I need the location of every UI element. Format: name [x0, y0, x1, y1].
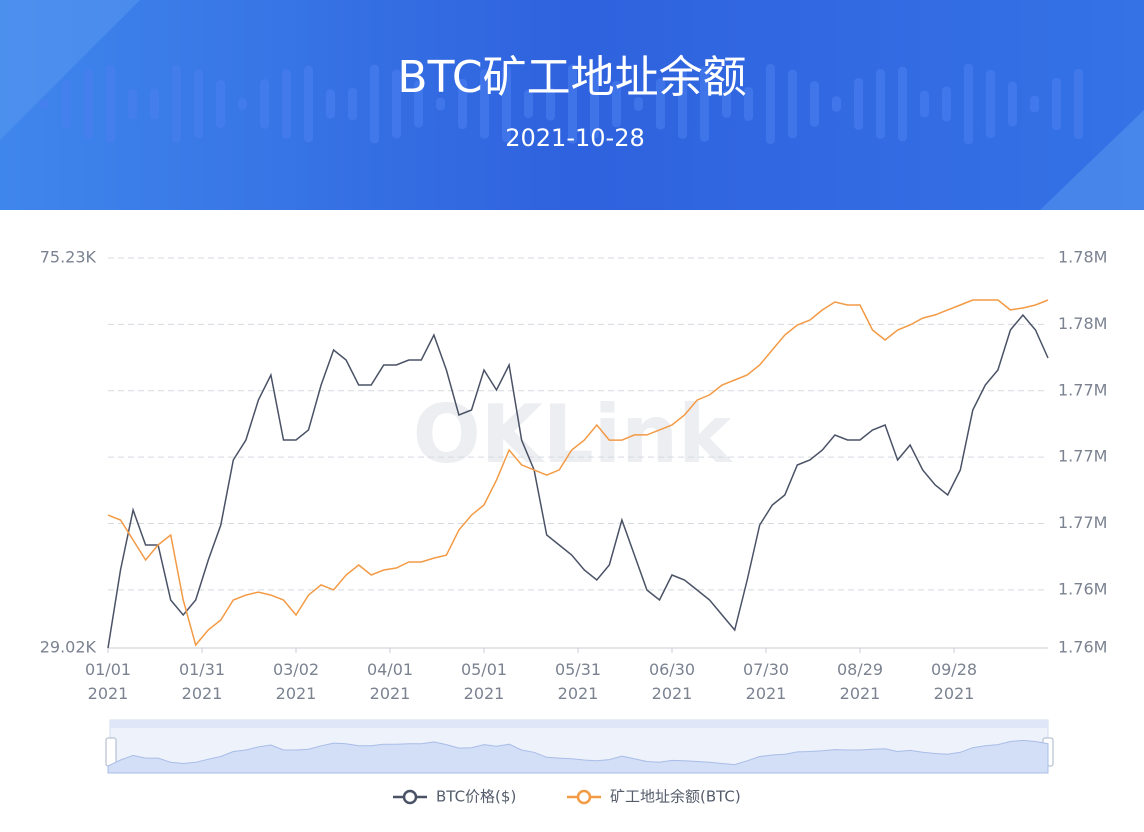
legend-swatch	[402, 789, 418, 805]
zoom-handle[interactable]	[105, 737, 117, 767]
x-tick-label: 05/01 2021	[460, 660, 508, 703]
x-tick-label: 01/31 2021	[178, 660, 226, 703]
x-tick-label: 08/29 2021	[836, 660, 884, 703]
title: BTC矿工地址余额	[397, 52, 746, 103]
x-tick-label: 01/01 2021	[84, 660, 132, 703]
y-tick-label: 75.23K	[40, 248, 97, 267]
y2-tick-label: 1.77M	[1058, 513, 1107, 532]
legend-swatch	[576, 789, 592, 805]
x-tick-label: 05/31 2021	[554, 660, 602, 703]
subtitle: 2021-10-28	[505, 124, 644, 152]
x-tick-label: 09/28 2021	[930, 660, 978, 703]
y2-tick-label: 1.76M	[1058, 638, 1107, 657]
x-tick-label: 04/01 2021	[366, 660, 414, 703]
header-decoration	[1040, 110, 1144, 210]
y2-tick-label: 1.77M	[1058, 447, 1107, 466]
line	[107, 299, 1049, 647]
y2-tick-label: 1.78M	[1058, 248, 1107, 267]
legend-label: BTC价格($)	[436, 788, 516, 806]
watermark: OKLink	[413, 388, 733, 481]
x-tick-label: 06/30 2021	[648, 660, 696, 703]
y2-tick-label: 1.78M	[1058, 314, 1107, 333]
header-decoration	[0, 0, 140, 140]
y-tick-label: 29.02K	[40, 638, 97, 657]
legend-label: 矿工地址余额(BTC)	[610, 788, 741, 806]
x-tick-label: 07/30 2021	[742, 660, 790, 703]
zoom-preview	[107, 739, 1049, 774]
x-tick-label: 03/02 2021	[272, 660, 320, 703]
header-decoration	[40, 63, 1083, 145]
zoom-bar[interactable]	[110, 720, 1048, 728]
legend-item[interactable]: 矿工地址余额(BTC)	[567, 788, 741, 806]
line	[107, 313, 1049, 649]
y2-tick-label: 1.76M	[1058, 579, 1107, 598]
legend-item[interactable]: BTC价格($)	[393, 788, 516, 806]
y2-tick-label: 1.77M	[1058, 380, 1107, 399]
